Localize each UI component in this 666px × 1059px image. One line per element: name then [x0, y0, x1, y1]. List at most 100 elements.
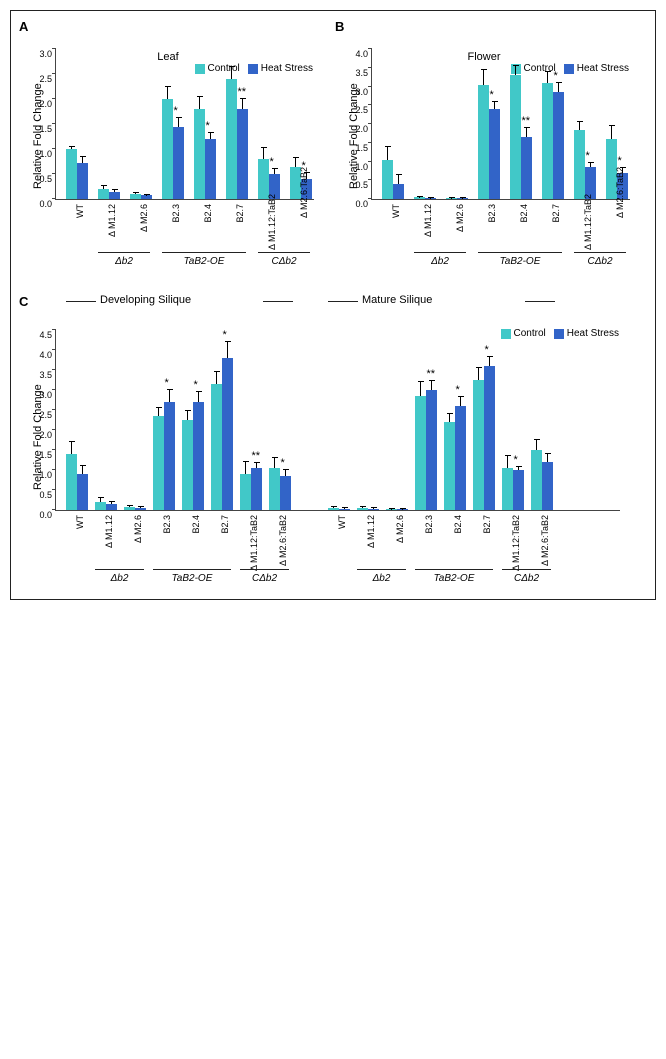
x-axis-label: WT: [75, 515, 85, 1059]
bar: [339, 509, 350, 510]
group-label: CΔb2: [574, 256, 626, 267]
bar: [397, 509, 408, 510]
bar: [446, 198, 457, 199]
bar: [414, 197, 425, 199]
bar: [455, 406, 466, 510]
bar: [141, 195, 152, 199]
bar: [269, 468, 280, 510]
bar: [280, 476, 291, 510]
bar: [328, 508, 339, 510]
bar: [66, 454, 77, 510]
bar: [130, 194, 141, 199]
bar: [386, 509, 397, 510]
bar: [457, 198, 468, 199]
panel-c-chart: Developing SiliqueMature Silique Control…: [19, 294, 629, 595]
x-axis-label: Δ M2.6:TaB2: [615, 204, 625, 218]
bar: [473, 380, 484, 510]
bar: [489, 109, 500, 199]
bar: [98, 189, 109, 199]
x-axis-label: Δ M1.12:TaB2: [583, 204, 593, 250]
bar: [124, 507, 135, 510]
group-label: Δb2: [98, 256, 150, 267]
bar: [368, 509, 379, 510]
bar: [240, 474, 251, 510]
bar: [382, 160, 393, 199]
bar: [502, 468, 513, 510]
panel-c-subtitles: Developing Silique Mature Silique: [55, 294, 619, 312]
panel-c: C Developing SiliqueMature Silique Contr…: [19, 294, 629, 595]
bar: [164, 402, 175, 510]
panel-b-plot: Relative Fold Change 0.00.51.01.52.02.53…: [371, 49, 630, 200]
group-label: CΔb2: [258, 256, 310, 267]
figure-container: A Leaf Control Heat Stress Relative Fold…: [10, 10, 656, 600]
bar: [510, 75, 521, 199]
panel-a-label: A: [19, 19, 28, 34]
bar: [258, 159, 269, 199]
bar: [193, 402, 204, 510]
bar: [251, 468, 262, 510]
bar: [542, 83, 553, 199]
group-label: CΔb2: [240, 573, 289, 584]
group-label: TaB2-OE: [162, 256, 246, 267]
bar: [95, 502, 106, 510]
panel-a: A Leaf Control Heat Stress Relative Fold…: [19, 19, 317, 278]
bar: [162, 99, 173, 199]
bar: [357, 508, 368, 510]
x-axis-label: B2.3: [424, 515, 434, 710]
bar: [425, 198, 436, 199]
bar: [226, 79, 237, 199]
bar: [182, 420, 193, 510]
bar: [109, 192, 120, 200]
panel-c-grouplines: Δb2 TaB2-OE CΔb2 Δb2 TaB2-OE CΔb2: [55, 569, 619, 595]
bar: [553, 92, 564, 199]
panel-a-grouplines: Δb2 TaB2-OE CΔb2: [55, 252, 313, 278]
bar: [135, 508, 146, 510]
x-axis-label: Δ M2.6:TaB2: [299, 204, 309, 218]
top-row: A Leaf Control Heat Stress Relative Fold…: [19, 19, 647, 278]
x-axis-label: Δ M2.6: [395, 515, 405, 739]
panel-b-xlabels: WTΔ M1.12Δ M2.6B2.3B2.4B2.7Δ M1.12:TaB2Δ…: [371, 200, 629, 252]
group-label: Δb2: [357, 573, 406, 584]
group-label: TaB2-OE: [478, 256, 562, 267]
bar: [574, 130, 585, 199]
x-axis-label: Δ M2.6:TaB2: [278, 515, 288, 856]
bar: [444, 422, 455, 510]
panel-b: B Flower Control Heat Stress Relative Fo…: [335, 19, 633, 278]
group-label: Δb2: [95, 573, 144, 584]
bar: [513, 470, 524, 510]
bar: [205, 139, 216, 199]
bar: [77, 474, 88, 510]
panel-b-chart: Flower Control Heat Stress Relative Fold…: [335, 49, 633, 278]
bar: [222, 358, 233, 510]
bar: [173, 127, 184, 200]
bar: [542, 462, 553, 510]
subtitle: Mature Silique: [362, 294, 432, 306]
group-label: CΔb2: [502, 573, 551, 584]
panel-a-plot: Relative Fold Change 0.00.51.01.52.02.53…: [55, 49, 314, 200]
panel-c-xlabels: WTΔ M1.12Δ M2.6B2.3B2.4B2.7Δ M1.12:TaB2Δ…: [55, 511, 619, 569]
panel-b-label: B: [335, 19, 344, 34]
x-axis-label: WT: [337, 515, 347, 797]
bar: [426, 390, 437, 510]
panel-b-grouplines: Δb2 TaB2-OE CΔb2: [371, 252, 629, 278]
group-label: Δb2: [414, 256, 466, 267]
x-axis-label: B2.4: [453, 515, 463, 681]
group-label: TaB2-OE: [415, 573, 493, 584]
x-axis-label: Δ M1.12:TaB2: [267, 204, 277, 250]
panel-c-plot: Relative Fold Change 0.00.51.01.52.02.53…: [55, 330, 620, 511]
subtitle: Developing Silique: [100, 294, 191, 306]
bar: [106, 504, 117, 510]
panel-a-chart: Leaf Control Heat Stress Relative Fold C…: [19, 49, 317, 278]
panel-a-xlabels: WTΔ M1.12Δ M2.6B2.3B2.4B2.7Δ M1.12:TaB2Δ…: [55, 200, 313, 252]
bar: [153, 416, 164, 510]
bar: [521, 137, 532, 199]
bar: [66, 149, 77, 199]
bar: [531, 450, 542, 510]
x-axis-label: Δ M1.12: [366, 515, 376, 768]
panel-b-ylabel: Relative Fold Change: [348, 83, 360, 189]
bar: [211, 384, 222, 510]
bar: [77, 163, 88, 199]
bar: [484, 366, 495, 510]
bar: [237, 109, 248, 199]
group-label: TaB2-OE: [153, 573, 231, 584]
